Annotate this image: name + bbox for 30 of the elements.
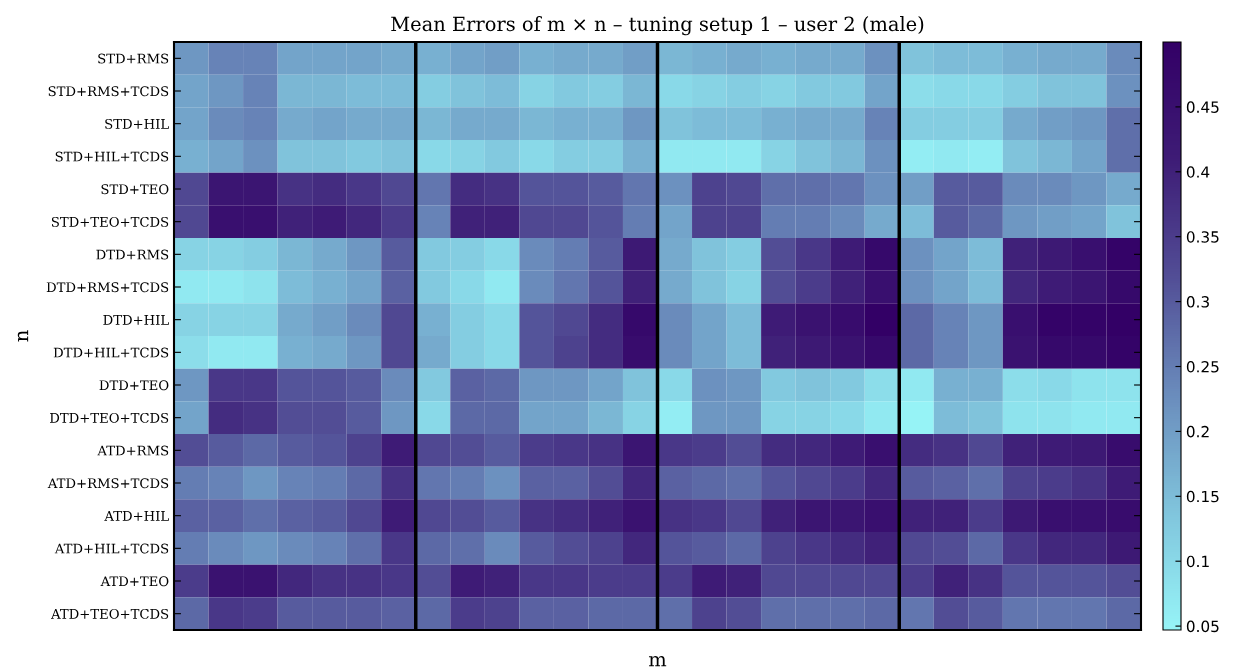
y-tick-label: DTD+TEO+TCDS	[50, 412, 169, 423]
y-tick-label: STD+HIL	[105, 118, 169, 129]
color-bar-label: 0.4	[1186, 166, 1210, 178]
y-tick-label: ATD+HIL+TCDS	[54, 543, 169, 554]
y-tick-label: DTD+TEO	[99, 380, 169, 391]
x-axis-title: m	[648, 655, 667, 667]
color-bar-label: 0.35	[1186, 231, 1219, 243]
chart-title: Mean Errors of m × n – tuning setup 1 – user 2 (male)	[391, 16, 924, 36]
y-tick-label: DTD+HIL+TCDS	[53, 347, 169, 358]
color-bar-label: 0.45	[1186, 101, 1219, 113]
y-tick-label: ATD+TEO+TCDS	[51, 608, 169, 619]
y-tick-label: STD+TEO	[101, 184, 169, 195]
y-tick-label: STD+TEO+TCDS	[51, 216, 169, 227]
y-tick-label: DTD+RMS+TCDS	[46, 282, 169, 293]
color-bar-label: 0.2	[1186, 425, 1209, 438]
y-tick-label: DTD+HIL	[103, 315, 169, 325]
y-axis-title: n	[17, 330, 29, 342]
color-bar-label: 0.25	[1186, 360, 1219, 373]
color-bar-label: 0.05	[1186, 620, 1219, 633]
y-tick-label: STD+RMS	[98, 53, 169, 64]
y-tick-label: ATD+TEO	[100, 576, 169, 587]
y-tick-label: ATD+RMS	[97, 445, 169, 456]
y-tick-label: ATD+RMS+TCDS	[47, 478, 169, 489]
y-tick-label: STD+HIL+TCDS	[55, 151, 169, 162]
y-tick-label: ATD+HIL	[104, 511, 169, 521]
color-bar-label: 0.3	[1186, 296, 1209, 308]
color-bar-label: 0.1	[1186, 555, 1209, 568]
color-bar-label: 0.15	[1186, 490, 1219, 503]
y-tick-label: STD+RMS+TCDS	[48, 86, 169, 97]
y-tick-label: DTD+RMS	[96, 249, 169, 260]
